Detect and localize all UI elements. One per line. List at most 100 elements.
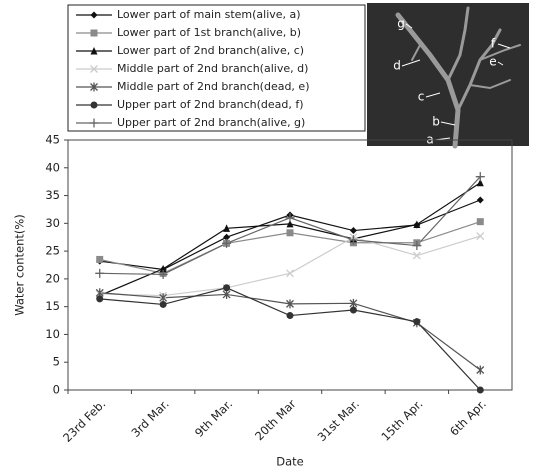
marker-part: [223, 224, 231, 232]
marker: [286, 269, 294, 278]
marker-part: [476, 196, 484, 204]
marker: [223, 224, 231, 232]
marker: [159, 293, 168, 303]
marker: [348, 235, 358, 245]
marker: [90, 82, 98, 92]
annotation-label: c: [418, 90, 425, 104]
x-axis-label: Date: [276, 455, 304, 469]
marker: [96, 295, 104, 303]
marker-part: [90, 29, 98, 37]
marker: [90, 11, 98, 19]
marker: [475, 172, 485, 182]
legend-label: Upper part of 2nd branch(alive, g): [117, 116, 305, 129]
annotation-label: d: [393, 59, 401, 73]
marker: [349, 227, 357, 235]
y-tick-label: 30: [45, 216, 60, 230]
marker-part: [90, 65, 98, 73]
y-tick-label: 40: [45, 160, 60, 174]
y-tick-label: 10: [45, 327, 60, 341]
annotation-leader: [401, 59, 421, 67]
marker-part: [159, 293, 168, 303]
marker: [95, 268, 105, 278]
annotation-label: f: [491, 37, 496, 51]
annotation-label: b: [432, 115, 440, 129]
annotation-leader: [497, 43, 511, 49]
marker: [223, 284, 231, 292]
legend-label: Lower part of 1st branch(alive, b): [117, 26, 301, 39]
legend-label: Middle part of 2nd branch(alive, d): [117, 62, 308, 75]
marker-part: [476, 218, 484, 226]
marker: [286, 229, 294, 237]
marker-part: [286, 299, 294, 309]
legend-item: Lower part of 2nd branch(alive, c): [76, 44, 304, 57]
legend-item: Middle part of 2nd branch(alive, d): [76, 62, 308, 75]
annotation-leader: [440, 121, 456, 126]
marker-part: [223, 284, 231, 292]
marker: [476, 178, 484, 187]
marker: [90, 29, 98, 37]
x-tick-label: 31st Mar.: [315, 397, 362, 444]
marker-part: [90, 101, 98, 109]
marker-part: [222, 238, 232, 248]
marker-part: [96, 295, 104, 303]
legend-item: Lower part of 1st branch(alive, b): [76, 26, 301, 39]
marker-part: [90, 47, 98, 55]
marker: [349, 298, 358, 308]
marker: [412, 241, 422, 251]
x-tick-label: 3rd Mar.: [129, 397, 172, 440]
marker: [96, 255, 104, 263]
marker: [413, 318, 421, 326]
marker: [349, 306, 357, 314]
marker-part: [413, 220, 421, 228]
legend-label: Lower part of main stem(alive, a): [117, 8, 301, 21]
legend-label: Lower part of 2nd branch(alive, c): [117, 44, 304, 57]
x-tick-label: 20th Mar: [252, 397, 299, 444]
marker-part: [286, 229, 294, 237]
marker-part: [286, 269, 294, 278]
annotation-leader: [425, 92, 441, 98]
legend-item: Lower part of main stem(alive, a): [76, 8, 301, 21]
legend-box: [67, 4, 366, 132]
marker-part: [475, 172, 485, 182]
marker-part: [222, 289, 231, 299]
marker: [158, 269, 168, 279]
y-tick-label: 35: [45, 188, 60, 202]
x-tick-label: 9th Mar.: [192, 397, 235, 440]
marker: [286, 219, 294, 228]
y-tick-label: 25: [45, 244, 60, 258]
plot-frame: [67, 139, 513, 391]
marker: [476, 365, 485, 375]
marker-part: [476, 232, 485, 241]
photo-background: [367, 3, 529, 146]
legend-label: Upper part of 2nd branch(dead, f): [117, 98, 304, 111]
y-tick-label: 20: [45, 271, 60, 285]
marker: [476, 232, 485, 241]
series-line: [99, 235, 481, 297]
marker: [223, 233, 231, 241]
marker-part: [90, 11, 98, 19]
marker-part: [285, 213, 295, 223]
y-tick-label: 0: [53, 383, 60, 397]
marker-part: [286, 312, 294, 320]
y-tick-label: 45: [45, 133, 60, 147]
annotation-leader: [405, 23, 413, 29]
marker: [90, 47, 98, 55]
marker-part: [159, 300, 167, 308]
marker-part: [90, 82, 98, 92]
branches: [395, 6, 521, 149]
annotation-label: g: [397, 17, 405, 31]
x-tick-label: 6th Apr.: [447, 397, 489, 439]
marker-part: [349, 298, 358, 308]
marker: [222, 238, 232, 248]
marker-part: [96, 255, 104, 263]
marker-part: [158, 269, 168, 279]
marker: [286, 312, 294, 320]
marker-part: [476, 365, 485, 375]
marker: [476, 386, 484, 394]
marker: [286, 299, 294, 309]
marker: [159, 300, 167, 308]
marker-part: [95, 268, 105, 278]
marker: [476, 196, 484, 204]
